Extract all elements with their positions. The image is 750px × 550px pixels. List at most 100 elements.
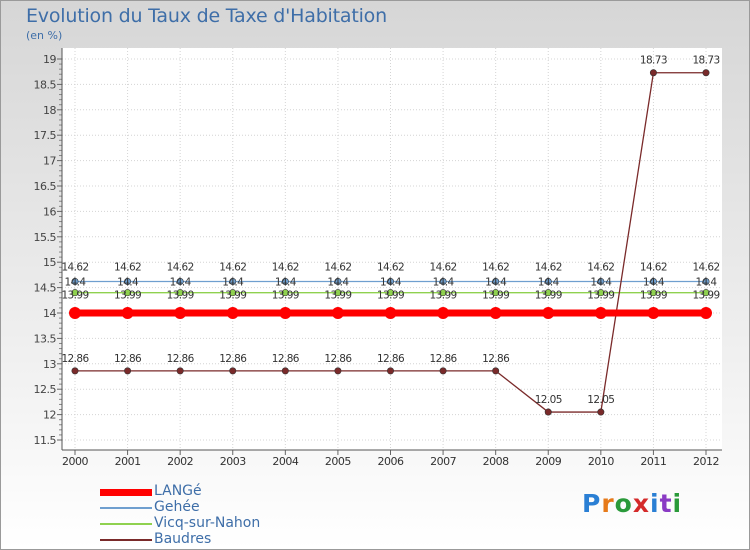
data-label-baudres: 12.86 [482,353,510,365]
point-vicq-sur-nahon [386,289,394,297]
data-label-lange: 13.99 [430,290,457,302]
legend-swatch-baudres [100,539,152,541]
y-tick-label: 17.5 [34,129,57,142]
point-geh-e [229,278,237,286]
data-label-lange: 13.99 [167,290,194,302]
point-baudres [439,367,447,375]
point-baudres [124,367,132,375]
point-lang- [647,307,660,319]
logo-letter-1: P [582,489,602,518]
data-label-vicq: 14.4 [433,277,455,289]
logo-letter-2: r [601,489,615,518]
proxiti-logo: Proxiti [582,489,682,518]
legend-swatch-vicq [100,523,152,525]
data-label-vicq: 14.4 [485,277,507,289]
x-tick-label: 2010 [588,455,614,468]
data-label-lange: 13.99 [535,290,562,302]
data-label-baudres: 12.05 [587,394,614,406]
y-tick-label: 13.5 [34,332,57,345]
data-label-gehee: 14.62 [640,262,667,274]
legend-label-vicq: Vicq-sur-Nahon [154,515,261,531]
x-tick-label: 2004 [272,455,298,468]
point-geh-e [702,278,710,286]
data-label-gehee: 14.62 [219,262,246,274]
data-label-baudres: 12.86 [114,353,142,365]
legend-label-gehee: Gehée [154,499,200,515]
point-vicq-sur-nahon [544,289,552,297]
point-lang- [542,307,555,319]
point-vicq-sur-nahon [229,289,237,297]
data-label-vicq: 14.4 [538,277,560,289]
data-label-vicq: 14.4 [327,277,349,289]
point-baudres [176,367,184,375]
data-label-vicq: 14.4 [222,277,244,289]
data-label-baudres: 18.73 [640,55,667,67]
point-geh-e [71,278,79,286]
x-tick-label: 2003 [220,455,246,468]
chart-subtitle: (en %) [26,29,63,42]
data-label-vicq: 14.4 [170,277,192,289]
point-geh-e [597,278,605,286]
logo-letter-6: t [659,489,673,518]
point-lang- [121,307,134,319]
data-label-gehee: 14.62 [430,262,457,274]
x-tick-label: 2012 [693,455,719,468]
y-tick-label: 11.5 [34,434,57,447]
y-tick-label: 12 [43,409,56,422]
y-tick-label: 16 [43,205,56,218]
point-baudres [229,367,237,375]
data-label-baudres: 12.86 [324,353,352,365]
point-lang- [489,307,502,319]
data-label-vicq: 14.4 [275,277,297,289]
point-lang- [226,307,239,319]
data-label-lange: 13.99 [324,290,351,302]
x-tick-label: 2011 [640,455,666,468]
point-geh-e [649,278,657,286]
point-lang- [174,307,187,319]
data-label-baudres: 12.86 [61,353,89,365]
x-tick-label: 2001 [115,455,141,468]
point-baudres [597,408,605,416]
point-vicq-sur-nahon [439,289,447,297]
x-tick-label: 2007 [430,455,456,468]
legend-swatch-gehee [100,507,152,509]
point-vicq-sur-nahon [702,289,710,297]
point-geh-e [334,278,342,286]
legend-label-baudres: Baudres [154,531,212,547]
data-label-lange: 13.99 [114,290,141,302]
x-tick-label: 2006 [378,455,404,468]
y-tick-label: 19 [43,53,56,66]
y-tick-label: 16.5 [34,180,57,193]
data-label-vicq: 14.4 [696,277,718,289]
logo-letter-4: x [632,489,650,518]
point-baudres [386,367,394,375]
data-label-baudres: 12.86 [167,353,195,365]
data-label-baudres: 12.86 [377,353,405,365]
point-lang- [700,307,712,319]
data-label-baudres: 18.73 [692,55,719,67]
x-tick-label: 2002 [167,455,193,468]
point-geh-e [544,278,552,286]
data-label-gehee: 14.62 [167,262,194,274]
data-label-gehee: 14.62 [324,262,351,274]
point-lang- [69,307,81,319]
data-label-baudres: 12.86 [272,353,300,365]
point-baudres [492,367,500,375]
data-label-lange: 13.99 [61,290,88,302]
data-label-lange: 13.99 [377,290,404,302]
point-geh-e [124,278,132,286]
data-label-vicq: 14.4 [643,277,665,289]
y-tick-label: 17 [43,155,56,168]
y-tick-label: 15.5 [34,231,57,244]
y-tick-label: 13 [43,358,56,371]
point-lang- [594,307,607,319]
data-label-gehee: 14.62 [377,262,404,274]
point-vicq-sur-nahon [281,289,289,297]
x-tick-label: 2000 [62,455,88,468]
point-geh-e [281,278,289,286]
point-lang- [279,307,292,319]
data-label-gehee: 14.62 [482,262,509,274]
point-vicq-sur-nahon [649,289,657,297]
point-geh-e [176,278,184,286]
